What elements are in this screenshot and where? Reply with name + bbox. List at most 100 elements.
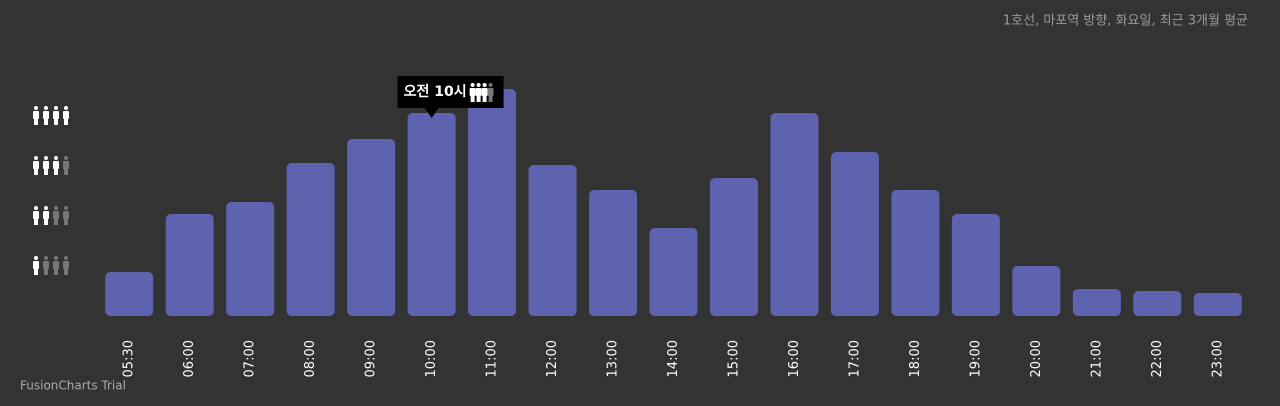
bar	[770, 113, 819, 316]
person-body	[63, 261, 69, 269]
x-tick-label: 05:30	[122, 340, 137, 377]
bar	[951, 214, 1000, 316]
person-body	[487, 88, 494, 96]
person-legs	[482, 95, 487, 102]
person-head	[64, 156, 68, 160]
person-body	[475, 88, 482, 96]
bar	[709, 178, 758, 316]
person-body	[33, 111, 39, 119]
bar	[830, 152, 879, 316]
person-body	[33, 161, 39, 169]
x-tick-label: 22:00	[1150, 340, 1165, 377]
person-head	[470, 83, 475, 87]
y-tick-icon	[33, 156, 69, 175]
person-legs	[488, 95, 493, 102]
person-body	[33, 211, 39, 219]
person-head	[34, 256, 38, 260]
person-head	[54, 106, 58, 110]
person-body	[53, 111, 59, 119]
x-tick-label: 17:00	[847, 340, 862, 377]
person-head	[64, 256, 68, 260]
person-body	[63, 111, 69, 119]
person-legs	[34, 168, 38, 175]
x-tick-label: 20:00	[1029, 340, 1044, 377]
tooltip-box	[397, 76, 504, 118]
x-tick-label: 13:00	[606, 340, 621, 377]
person-legs	[64, 168, 68, 175]
watermark: FusionCharts Trial	[20, 379, 126, 393]
person-body	[43, 261, 49, 269]
person-head	[44, 256, 48, 260]
bar	[407, 113, 456, 316]
bar	[1072, 289, 1121, 316]
person-legs	[34, 218, 38, 225]
person-head	[54, 206, 58, 210]
person-legs	[54, 268, 58, 275]
bar	[1133, 291, 1182, 316]
bar	[891, 190, 940, 316]
subtitle: 1호선, 마포역 방향, 화요일, 최근 3개월 평균	[1003, 14, 1248, 29]
person-legs	[54, 218, 58, 225]
person-legs	[34, 268, 38, 275]
person-head	[44, 156, 48, 160]
person-head	[54, 156, 58, 160]
person-body	[43, 211, 49, 219]
x-tick-label: 10:00	[424, 340, 439, 377]
person-head	[482, 83, 487, 87]
person-head	[488, 83, 493, 87]
bar	[1193, 293, 1242, 316]
bar	[1012, 266, 1061, 316]
person-head	[64, 206, 68, 210]
x-tick-label: 23:00	[1210, 340, 1225, 377]
x-tick-label: 11:00	[485, 340, 500, 377]
x-tick-label: 16:00	[787, 340, 802, 377]
x-tick-label: 18:00	[908, 340, 923, 377]
person-head	[34, 106, 38, 110]
y-tick-icon	[33, 256, 69, 275]
person-legs	[64, 118, 68, 125]
tooltip: 오전 10시	[397, 76, 504, 118]
bar	[105, 272, 154, 316]
x-tick-label: 09:00	[364, 340, 379, 377]
bar	[226, 202, 275, 316]
person-head	[476, 83, 481, 87]
y-tick-icon	[33, 106, 69, 125]
bar	[286, 163, 335, 316]
x-tick-label: 06:00	[182, 340, 197, 377]
x-tick-label: 21:00	[1089, 340, 1104, 377]
bar	[165, 214, 214, 316]
tooltip-label: 오전 10시	[404, 83, 467, 100]
bar	[347, 139, 396, 316]
x-tick-label: 07:00	[243, 340, 258, 377]
bar	[528, 165, 577, 316]
x-tick-label: 08:00	[303, 340, 318, 377]
person-body	[63, 211, 69, 219]
person-legs	[470, 95, 475, 102]
person-legs	[44, 268, 48, 275]
bar	[468, 89, 517, 316]
person-legs	[34, 118, 38, 125]
bar	[589, 190, 638, 316]
person-head	[54, 256, 58, 260]
person-head	[44, 106, 48, 110]
person-body	[53, 211, 59, 219]
x-tick-label: 15:00	[726, 340, 741, 377]
person-head	[44, 206, 48, 210]
person-body	[53, 261, 59, 269]
person-legs	[44, 168, 48, 175]
bar	[649, 228, 698, 316]
person-head	[34, 206, 38, 210]
person-legs	[476, 95, 481, 102]
person-legs	[54, 118, 58, 125]
y-tick-icon	[33, 206, 69, 225]
person-body	[481, 88, 488, 96]
person-body	[43, 161, 49, 169]
person-body	[43, 111, 49, 119]
x-tick-label: 14:00	[666, 340, 681, 377]
person-body	[33, 261, 39, 269]
person-body	[63, 161, 69, 169]
x-tick-label: 12:00	[545, 340, 560, 377]
person-legs	[44, 118, 48, 125]
